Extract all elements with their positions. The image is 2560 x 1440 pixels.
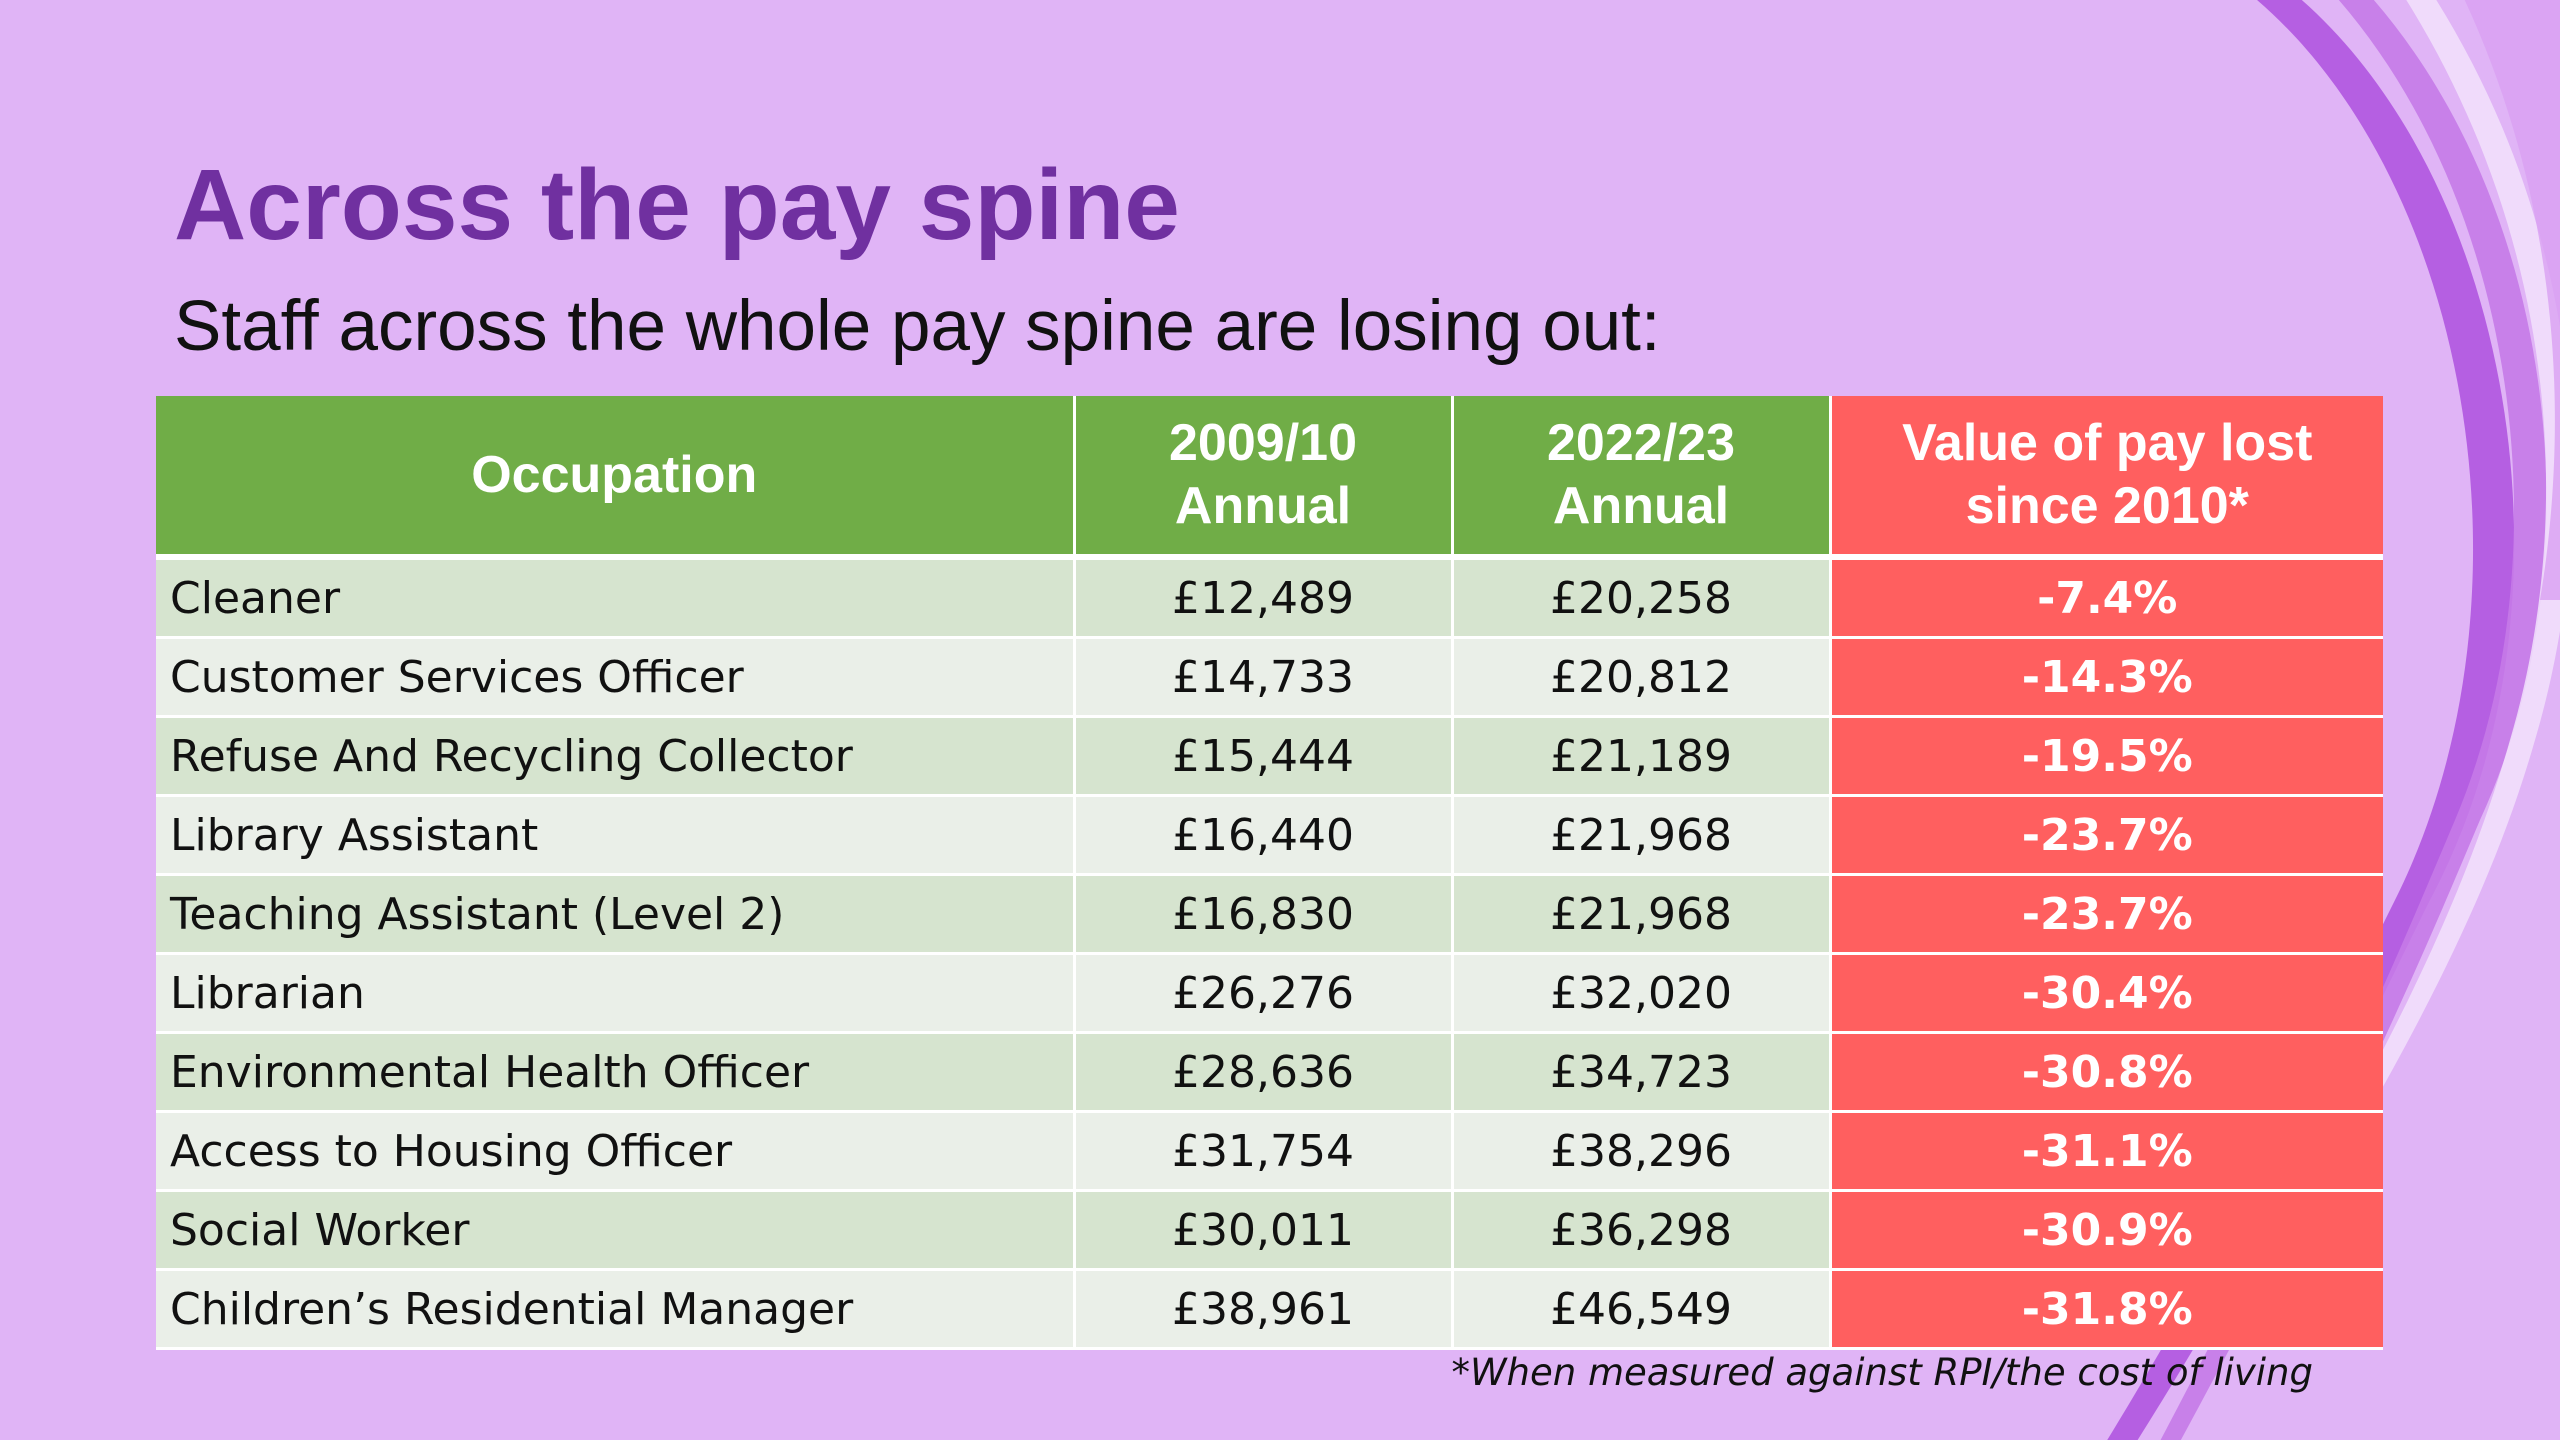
cell-value-lost: -7.4%	[1830, 557, 2383, 639]
cell-annual-2022-23: £20,258	[1452, 557, 1832, 639]
pay-table-body: Cleaner £12,489 £20,258 -7.4% Customer S…	[156, 557, 2383, 1350]
cell-annual-2009-10: £15,444	[1074, 716, 1454, 797]
header-occupation: Occupation	[156, 396, 1076, 560]
footnote: *When measured against RPI/the cost of l…	[1451, 1351, 2313, 1394]
cell-value-lost: -23.7%	[1830, 874, 2383, 955]
cell-annual-2022-23: £21,968	[1452, 874, 1832, 955]
table-row: Teaching Assistant (Level 2) £16,830 £21…	[156, 874, 2383, 955]
cell-annual-2009-10: £16,830	[1074, 874, 1454, 955]
table-row: Library Assistant £16,440 £21,968 -23.7%	[156, 795, 2383, 876]
table-row: Librarian £26,276 £32,020 -30.4%	[156, 953, 2383, 1034]
cell-annual-2022-23: £38,296	[1452, 1111, 1832, 1192]
cell-annual-2009-10: £26,276	[1074, 953, 1454, 1034]
table-row: Refuse And Recycling Collector £15,444 £…	[156, 716, 2383, 797]
cell-annual-2022-23: £46,549	[1452, 1269, 1832, 1350]
pay-table: Occupation 2009/10 Annual 2022/23 Annual V…	[156, 396, 2383, 1350]
cell-value-lost: -14.3%	[1830, 637, 2383, 718]
slide-title: Across the pay spine	[174, 149, 1180, 261]
cell-occupation: Librarian	[156, 953, 1076, 1034]
cell-value-lost: -30.8%	[1830, 1032, 2383, 1113]
cell-occupation: Customer Services Officer	[156, 637, 1076, 718]
cell-annual-2009-10: £12,489	[1074, 557, 1454, 639]
cell-annual-2022-23: £20,812	[1452, 637, 1832, 718]
cell-occupation: Access to Housing Officer	[156, 1111, 1076, 1192]
header-annual-2022-23-line2: Annual	[1552, 477, 1730, 535]
table-row: Customer Services Officer £14,733 £20,81…	[156, 637, 2383, 718]
cell-annual-2022-23: £21,189	[1452, 716, 1832, 797]
header-value-lost-line1: Value of pay lost	[1902, 414, 2313, 472]
cell-annual-2009-10: £31,754	[1074, 1111, 1454, 1192]
header-value-lost: Value of pay lost since 2010*	[1830, 396, 2383, 560]
pay-table-header: Occupation 2009/10 Annual 2022/23 Annual V…	[156, 396, 2383, 560]
ribbon-band-edge	[2464, 0, 2560, 600]
header-value-lost-line2: since 2010*	[1965, 477, 2249, 535]
cell-annual-2022-23: £21,968	[1452, 795, 1832, 876]
cell-value-lost: -30.4%	[1830, 953, 2383, 1034]
header-annual-2022-23: 2022/23 Annual	[1452, 396, 1832, 560]
header-annual-2009-10: 2009/10 Annual	[1074, 396, 1454, 560]
cell-annual-2022-23: £32,020	[1452, 953, 1832, 1034]
cell-annual-2009-10: £16,440	[1074, 795, 1454, 876]
cell-annual-2009-10: £14,733	[1074, 637, 1454, 718]
cell-annual-2009-10: £28,636	[1074, 1032, 1454, 1113]
header-annual-2022-23-line1: 2022/23	[1547, 414, 1735, 472]
slide-subtitle: Staff across the whole pay spine are los…	[174, 287, 1661, 366]
cell-value-lost: -30.9%	[1830, 1190, 2383, 1271]
cell-value-lost: -31.8%	[1830, 1269, 2383, 1350]
cell-annual-2009-10: £38,961	[1074, 1269, 1454, 1350]
table-row: Children’s Residential Manager £38,961 £…	[156, 1269, 2383, 1350]
table-row: Access to Housing Officer £31,754 £38,29…	[156, 1111, 2383, 1192]
cell-annual-2009-10: £30,011	[1074, 1190, 1454, 1271]
cell-value-lost: -31.1%	[1830, 1111, 2383, 1192]
cell-annual-2022-23: £36,298	[1452, 1190, 1832, 1271]
cell-occupation: Teaching Assistant (Level 2)	[156, 874, 1076, 955]
table-row: Social Worker £30,011 £36,298 -30.9%	[156, 1190, 2383, 1271]
header-annual-2009-10-line1: 2009/10	[1169, 414, 1357, 472]
cell-occupation: Social Worker	[156, 1190, 1076, 1271]
table-row: Environmental Health Officer £28,636 £34…	[156, 1032, 2383, 1113]
cell-annual-2022-23: £34,723	[1452, 1032, 1832, 1113]
cell-occupation: Refuse And Recycling Collector	[156, 716, 1076, 797]
header-annual-2009-10-line2: Annual	[1174, 477, 1352, 535]
cell-occupation: Cleaner	[156, 557, 1076, 639]
cell-occupation: Children’s Residential Manager	[156, 1269, 1076, 1350]
cell-value-lost: -23.7%	[1830, 795, 2383, 876]
cell-value-lost: -19.5%	[1830, 716, 2383, 797]
table-row: Cleaner £12,489 £20,258 -7.4%	[156, 557, 2383, 639]
header-row: Occupation 2009/10 Annual 2022/23 Annual V…	[156, 396, 2383, 560]
cell-occupation: Library Assistant	[156, 795, 1076, 876]
cell-occupation: Environmental Health Officer	[156, 1032, 1076, 1113]
